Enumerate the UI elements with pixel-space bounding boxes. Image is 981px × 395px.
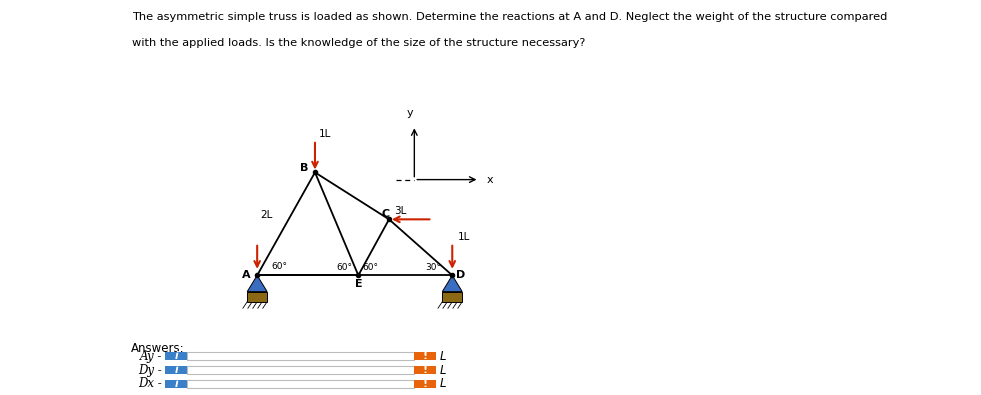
Text: i: i <box>175 379 178 389</box>
Text: D: D <box>455 270 465 280</box>
Bar <box>442 292 462 302</box>
Text: Dy -: Dy - <box>138 364 162 376</box>
Text: !: ! <box>422 351 428 361</box>
Text: 1L: 1L <box>319 129 332 139</box>
Text: Answers:: Answers: <box>131 342 184 355</box>
Bar <box>187 366 414 374</box>
Polygon shape <box>442 275 462 292</box>
Text: 30°: 30° <box>425 263 441 272</box>
Bar <box>247 292 267 302</box>
Text: with the applied loads. Is the knowledge of the size of the structure necessary?: with the applied loads. Is the knowledge… <box>132 38 586 47</box>
Polygon shape <box>247 275 267 292</box>
Text: 2L: 2L <box>260 211 273 220</box>
Text: i: i <box>175 351 178 361</box>
Text: !: ! <box>422 365 428 375</box>
Bar <box>187 352 414 360</box>
Bar <box>414 380 436 388</box>
Text: A: A <box>242 270 250 280</box>
Text: i: i <box>175 365 178 375</box>
Bar <box>414 352 436 360</box>
Text: C: C <box>382 209 389 219</box>
Bar <box>165 380 187 388</box>
Bar <box>165 352 187 360</box>
Text: L: L <box>439 364 446 376</box>
Text: 1L: 1L <box>458 232 470 242</box>
Text: B: B <box>300 163 308 173</box>
Text: The asymmetric simple truss is loaded as shown. Determine the reactions at A and: The asymmetric simple truss is loaded as… <box>132 12 888 22</box>
Text: !: ! <box>422 379 428 389</box>
Bar <box>165 366 187 374</box>
Bar <box>414 366 436 374</box>
Text: L: L <box>439 378 446 390</box>
Text: y: y <box>407 108 413 118</box>
Text: E: E <box>354 279 362 290</box>
Text: 60°: 60° <box>336 263 352 272</box>
Bar <box>187 380 414 388</box>
Text: 3L: 3L <box>394 206 407 216</box>
Text: Ay -: Ay - <box>139 350 162 363</box>
Text: 60°: 60° <box>362 263 378 272</box>
Text: 60°: 60° <box>272 262 287 271</box>
Text: L: L <box>439 350 446 363</box>
Text: Dx -: Dx - <box>138 378 162 390</box>
Text: x: x <box>487 175 493 184</box>
